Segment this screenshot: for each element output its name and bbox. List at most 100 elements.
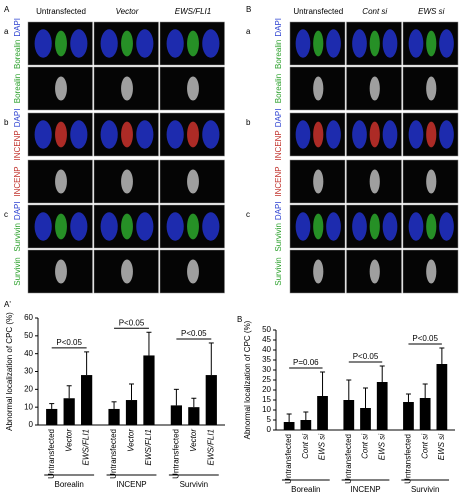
bar — [205, 375, 217, 425]
stain-name: Survivin — [274, 223, 283, 251]
stain-label: Survivin — [13, 257, 22, 285]
dapi-signal — [34, 29, 52, 58]
bar — [376, 382, 388, 430]
y-tick-label: 5 — [267, 415, 272, 424]
protein-signal — [426, 76, 437, 101]
bar — [125, 400, 138, 425]
stain-name: DAPI — [274, 201, 283, 220]
protein-signal — [369, 121, 380, 148]
dapi-signal — [439, 29, 454, 58]
dapi-signal — [352, 120, 367, 149]
y-axis-label: Abnormal localization of CPC (%) — [243, 320, 252, 439]
x-tick-label: EWS/FLI1 — [82, 429, 91, 465]
stain-label: Survivin — [274, 257, 283, 285]
row-letter: c — [4, 210, 8, 219]
protein-signal — [121, 76, 133, 101]
stain-name: Borealin — [13, 40, 22, 69]
protein-signal — [426, 30, 437, 57]
x-tick-label: Vector — [127, 429, 136, 452]
x-tick-label: Untransfected — [171, 429, 180, 479]
dapi-signal — [439, 212, 454, 241]
dapi-signal — [202, 212, 220, 241]
y-tick-label: 50 — [24, 331, 33, 340]
bar — [46, 408, 58, 425]
dapi-signal — [166, 29, 184, 58]
dapi-signal — [326, 212, 341, 241]
protein-signal — [313, 169, 324, 194]
bar — [283, 422, 295, 430]
x-tick-label: EWS si — [437, 434, 446, 460]
stain-name: INCENP — [274, 166, 283, 196]
bar — [403, 402, 414, 430]
stain-label: INCENP — [13, 166, 22, 196]
stain-name: Survivin — [13, 257, 22, 285]
x-tick-label: Vector — [189, 429, 198, 452]
stain-name: DAPI — [13, 18, 22, 37]
x-tick-label: Cont si — [361, 434, 370, 459]
dapi-signal — [295, 120, 311, 149]
dapi-signal — [382, 29, 398, 58]
dapi-signal — [34, 120, 52, 149]
stain-name: Survivin — [274, 257, 283, 285]
group-label: Borealin — [54, 480, 83, 489]
y-tick-label: 40 — [262, 345, 271, 354]
x-tick-label: Untransfected — [284, 434, 293, 484]
x-tick-label: EWS si — [377, 434, 386, 460]
bar — [63, 398, 75, 425]
column-header: Untransfected — [36, 7, 86, 16]
dapi-signal — [408, 120, 424, 149]
group-label: Survivin — [180, 480, 208, 489]
column-header: EWS si — [418, 7, 444, 16]
stain-label: INCENP DAPI — [13, 109, 22, 161]
column-header: Cont si — [362, 7, 387, 16]
protein-signal — [187, 30, 199, 57]
bar — [188, 407, 200, 425]
protein-signal — [187, 259, 199, 284]
y-tick-label: 40 — [24, 349, 33, 358]
significance-label: P<0.05 — [56, 338, 82, 347]
dapi-signal — [70, 120, 88, 149]
y-tick-label: 25 — [262, 375, 271, 384]
dapi-signal — [382, 212, 398, 241]
bar — [343, 400, 355, 430]
dapi-signal — [166, 120, 184, 149]
panel-label: B — [237, 315, 242, 324]
x-tick-label: Vector — [64, 429, 73, 452]
stain-label: Borealin — [13, 74, 22, 103]
stain-name: INCENP — [13, 166, 22, 196]
protein-signal — [187, 169, 199, 194]
dapi-signal — [382, 120, 398, 149]
dapi-signal — [100, 212, 118, 241]
x-tick-label: EWS si — [318, 434, 327, 460]
protein-signal — [369, 169, 380, 194]
stain-name: Borealin — [274, 74, 283, 103]
group-label: Survivin — [411, 485, 439, 494]
protein-signal — [121, 30, 133, 57]
y-tick-label: 20 — [24, 384, 33, 393]
dapi-signal — [352, 212, 367, 241]
stain-label: Borealin — [274, 74, 283, 103]
protein-signal — [426, 213, 437, 240]
row-letter: c — [246, 210, 250, 219]
column-header: Untransfected — [293, 7, 343, 16]
protein-signal — [121, 121, 133, 148]
dapi-signal — [202, 29, 220, 58]
stain-label: INCENP — [274, 166, 283, 196]
stain-name: Borealin — [13, 74, 22, 103]
dapi-signal — [136, 29, 154, 58]
bar — [419, 398, 431, 430]
x-tick-label: EWS/FLI1 — [144, 429, 153, 465]
stain-name: INCENP — [274, 130, 283, 160]
stain-name: DAPI — [13, 201, 22, 220]
protein-signal — [313, 259, 324, 284]
protein-signal — [121, 259, 133, 284]
stain-label: Borealin DAPI — [13, 18, 22, 69]
stain-name: DAPI — [274, 109, 283, 128]
protein-signal — [55, 169, 67, 194]
group-label: INCENP — [350, 485, 380, 494]
dapi-signal — [70, 29, 88, 58]
row-letter: b — [246, 118, 251, 127]
y-tick-label: 50 — [262, 325, 271, 334]
protein-signal — [369, 259, 380, 284]
